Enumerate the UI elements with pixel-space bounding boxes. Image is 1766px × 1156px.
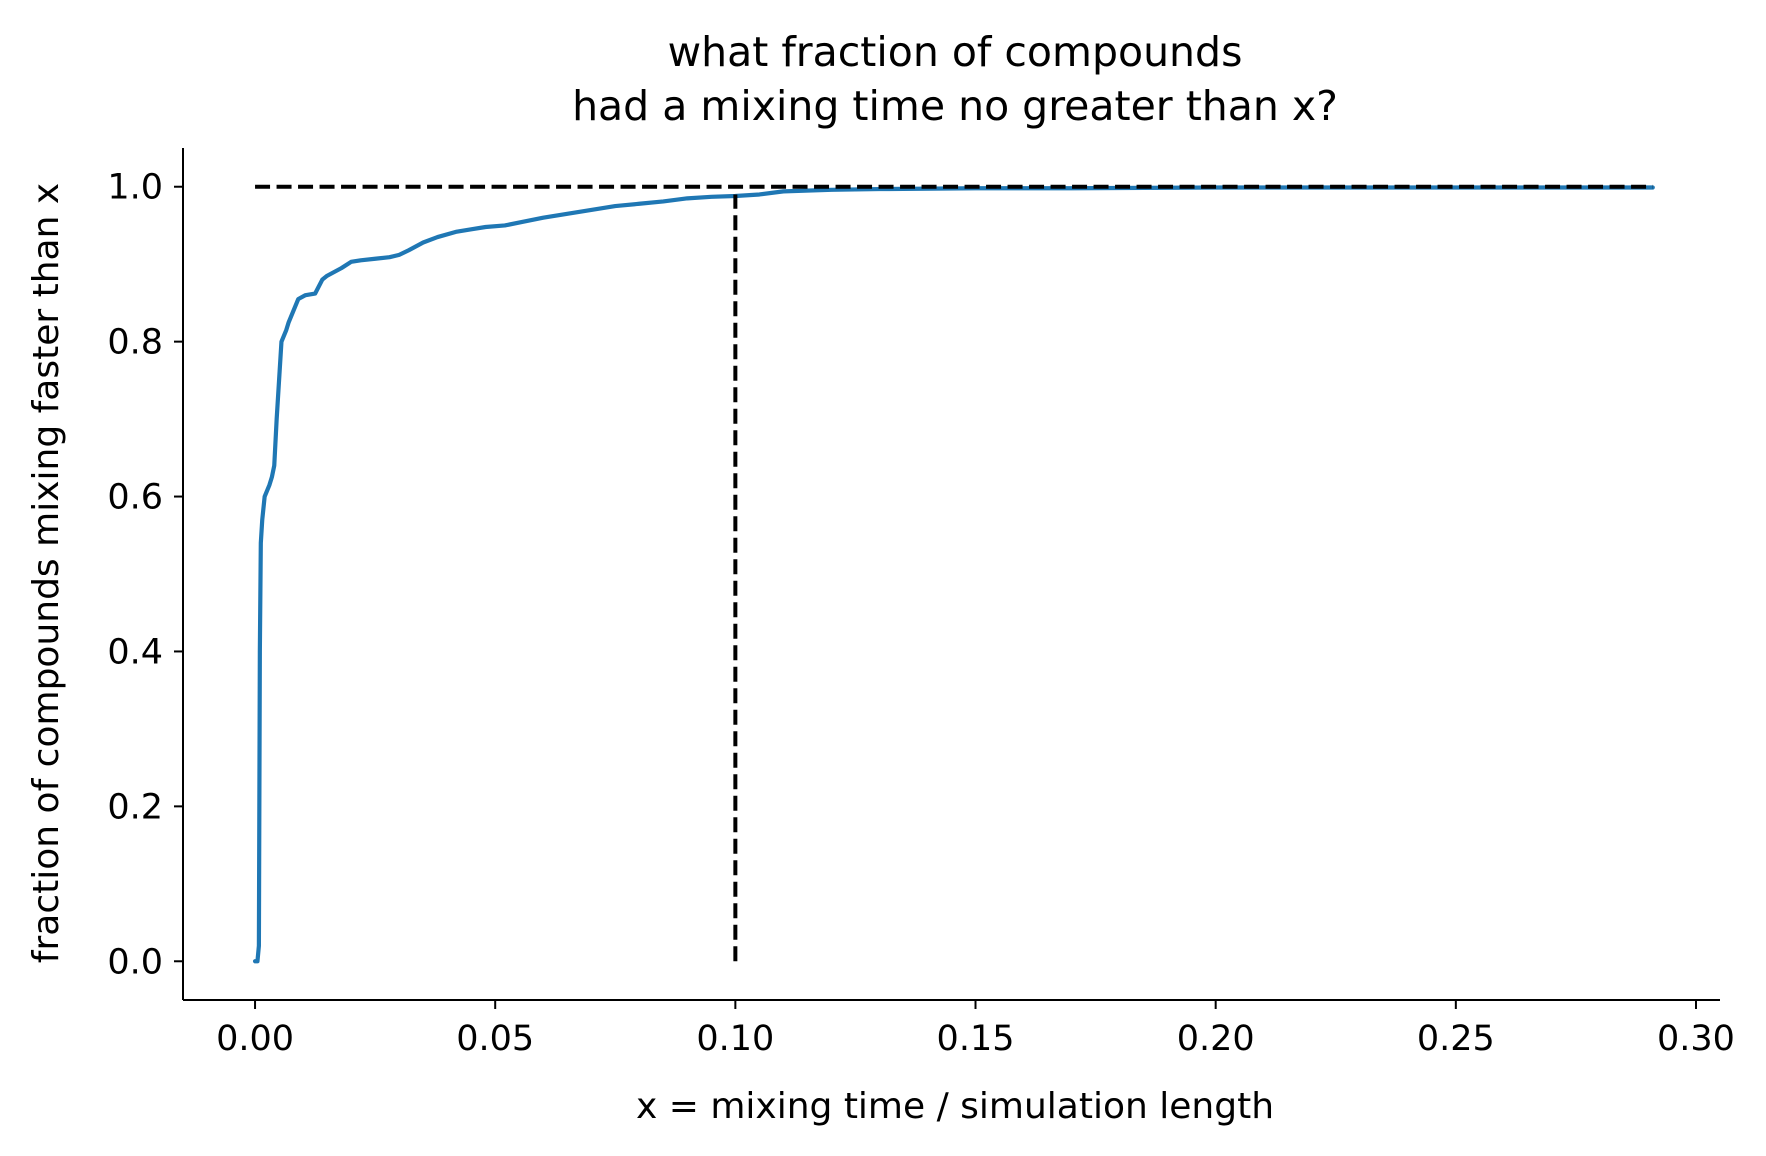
y-axis-label: fraction of compounds mixing faster than… (26, 183, 67, 963)
x-tick-label: 0.30 (1657, 1019, 1735, 1059)
axes (182, 148, 1720, 1001)
x-axis-label: x = mixing time / simulation length (636, 1086, 1274, 1127)
y-tick-label: 1.0 (107, 168, 163, 208)
cdf-curve (252, 185, 1655, 964)
x-tick-label: 0.25 (1417, 1019, 1495, 1059)
y-tick-label: 0.8 (107, 323, 163, 363)
y-axis-ticks: 0.0 0.2 0.4 0.6 0.8 1.0 (107, 168, 183, 982)
x-tick-label: 0.20 (1177, 1019, 1255, 1059)
x-tick-label: 0.15 (937, 1019, 1015, 1059)
x-tick-label: 0.05 (456, 1019, 534, 1059)
plot-area (252, 184, 1655, 964)
x-axis-ticks: 0.00 0.05 0.10 0.15 0.20 0.25 0.30 (216, 1000, 1735, 1059)
y-tick-label: 0.6 (107, 478, 163, 518)
y-tick-label: 0.2 (107, 787, 163, 827)
chart-title-line-1: what fraction of compounds (668, 28, 1243, 76)
chart-title: what fraction of compounds had a mixing … (572, 28, 1338, 130)
y-tick-label: 0.4 (107, 632, 163, 672)
x-tick-label: 0.10 (696, 1019, 774, 1059)
x-tick-label: 0.00 (216, 1019, 294, 1059)
chart-title-line-2: had a mixing time no greater than x? (572, 82, 1338, 130)
y-tick-label: 0.0 (107, 942, 163, 982)
